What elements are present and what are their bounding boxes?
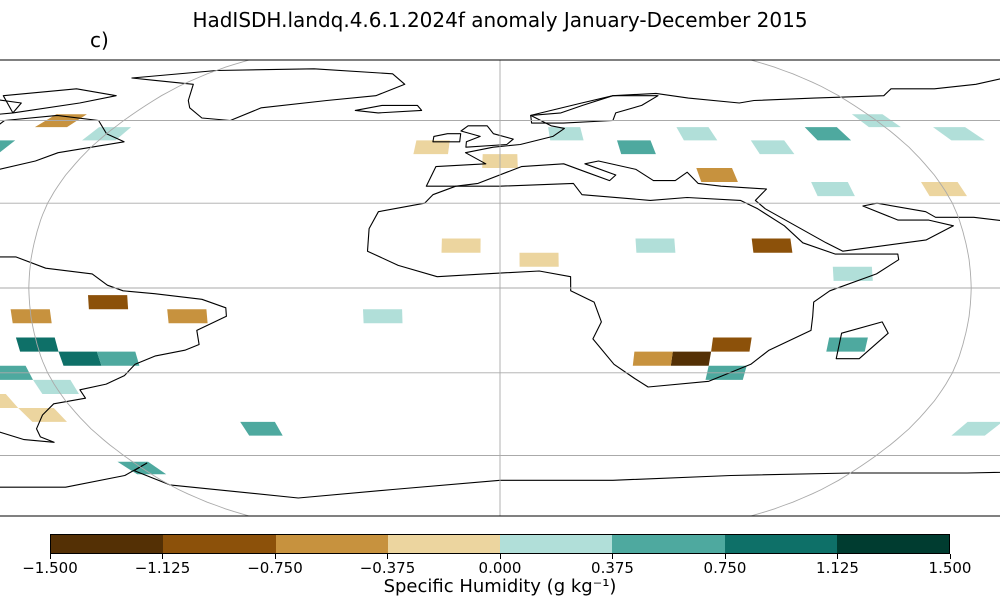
coastline-scandinavia bbox=[530, 95, 659, 124]
anomaly-cell bbox=[635, 238, 676, 253]
anomaly-cell bbox=[804, 127, 852, 141]
anomaly-cell bbox=[363, 309, 403, 324]
colorbar-tick-label: −1.500 bbox=[22, 559, 78, 577]
anomaly-cell bbox=[670, 351, 712, 366]
coastline-eurasia bbox=[425, 78, 1000, 252]
anomaly-cell bbox=[413, 140, 450, 155]
colorbar-tick bbox=[612, 554, 613, 559]
colorbar-tick-label: 0.750 bbox=[703, 559, 747, 577]
coastline-baffin bbox=[2, 88, 117, 114]
colorbar-tick bbox=[162, 554, 163, 559]
colorbar-title: Specific Humidity (g kg⁻¹) bbox=[383, 576, 617, 597]
colorbar-tick-label: 1.125 bbox=[816, 559, 859, 577]
colorbar-tick bbox=[949, 554, 951, 559]
colorbar-tick-label: 1.500 bbox=[928, 559, 972, 577]
anomaly-cell bbox=[811, 182, 855, 197]
anomaly-cell bbox=[826, 337, 868, 352]
anomaly-cell bbox=[832, 266, 873, 281]
colorbar-tick bbox=[274, 554, 276, 559]
colorbar-tick bbox=[837, 554, 838, 559]
robinson-map bbox=[0, 59, 1000, 517]
anomaly-cell bbox=[167, 309, 208, 324]
coastline-uk bbox=[460, 125, 514, 148]
anomaly-cell bbox=[519, 252, 559, 267]
colorbar-segment bbox=[836, 535, 949, 553]
colorbar-segment bbox=[500, 535, 613, 553]
anomaly-cell bbox=[88, 295, 129, 310]
coastline-antarctica bbox=[0, 462, 1000, 517]
anomaly-cell bbox=[751, 238, 793, 253]
coastline-madagascar bbox=[835, 321, 889, 360]
colorbar-segment bbox=[724, 535, 837, 553]
anomaly-cell bbox=[0, 394, 19, 408]
anomaly-cell bbox=[96, 351, 140, 366]
colorbar-tick-label: 0.375 bbox=[591, 559, 634, 577]
coastline-ireland bbox=[432, 133, 462, 143]
colorbar-tick-label: −0.750 bbox=[247, 559, 303, 577]
anomaly-cell bbox=[632, 351, 673, 366]
anomaly-cell bbox=[696, 168, 738, 182]
colorbar-tick-label: 0.000 bbox=[478, 559, 522, 577]
map-title: HadISDH.landq.4.6.1.2024f anomaly Januar… bbox=[192, 8, 808, 32]
coastline-africa bbox=[366, 182, 900, 388]
anomaly-cell bbox=[441, 238, 481, 253]
anomaly-cell bbox=[933, 127, 985, 141]
colorbar-segment bbox=[275, 535, 388, 553]
anomaly-cell bbox=[676, 127, 718, 141]
anomaly-cell bbox=[711, 337, 752, 352]
anomaly-cell bbox=[58, 351, 102, 366]
coastline-iceland bbox=[354, 104, 423, 114]
anomaly-cell bbox=[617, 140, 656, 155]
anomaly-cell bbox=[240, 421, 283, 436]
colorbar-tick bbox=[387, 554, 388, 559]
panel-label: c) bbox=[90, 28, 109, 52]
colorbar-segment bbox=[163, 535, 276, 553]
colorbar-tick-label: −0.375 bbox=[359, 559, 416, 577]
colorbar-segment bbox=[612, 535, 725, 553]
coastline-greenland bbox=[131, 68, 406, 122]
colorbar-segment bbox=[387, 535, 500, 553]
colorbar-tick-label: −1.125 bbox=[134, 559, 191, 577]
colorbar bbox=[50, 534, 950, 554]
coastline-south-america bbox=[0, 256, 227, 443]
colorbar-tick bbox=[49, 554, 51, 559]
anomaly-cell bbox=[750, 140, 795, 155]
colorbar-tick bbox=[724, 554, 726, 559]
anomaly-cell bbox=[0, 140, 16, 155]
anomaly-cell bbox=[548, 127, 584, 141]
graticule bbox=[0, 60, 1000, 516]
colorbar-segment bbox=[51, 535, 164, 553]
anomaly-cell bbox=[951, 421, 1000, 436]
colorbar-tick bbox=[499, 554, 501, 559]
coastlines bbox=[0, 68, 1000, 517]
